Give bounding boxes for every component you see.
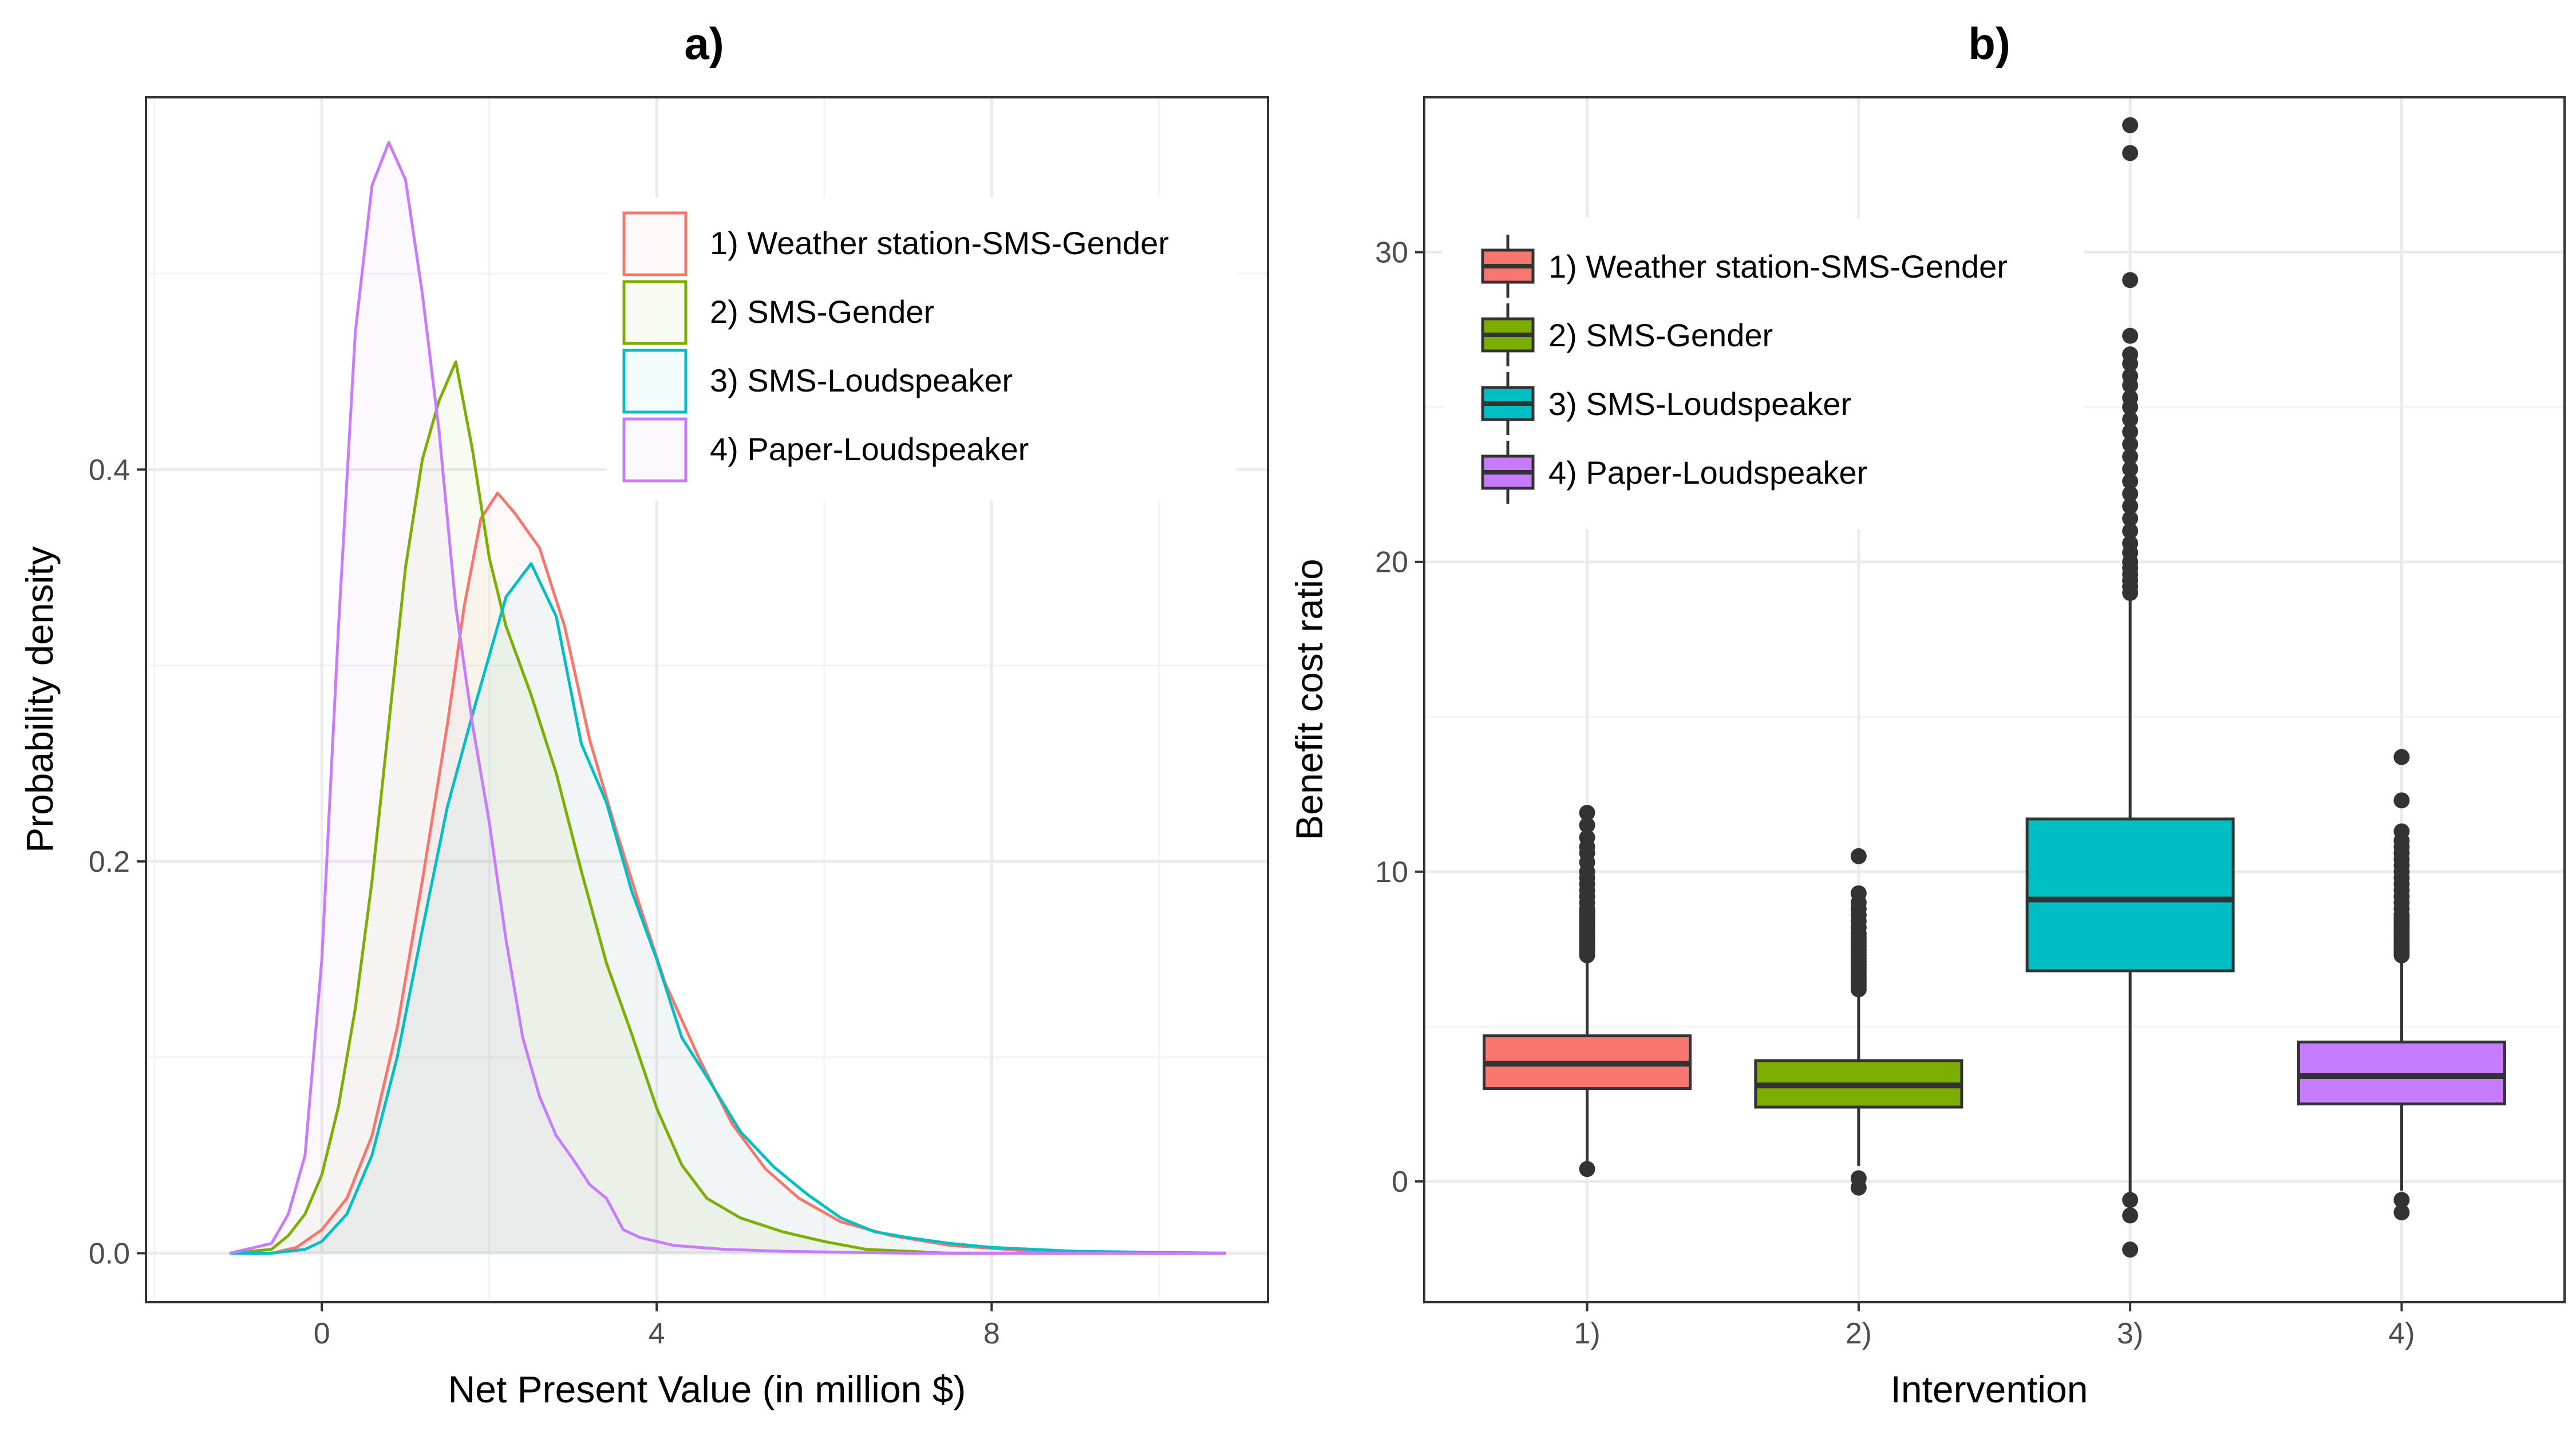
legend-label-1-weather-station-sms-gender: 1) Weather station-SMS-Gender [710,225,1169,261]
outlier-point [2393,749,2410,765]
outlier-point [1579,805,1595,821]
outlier-point [2122,523,2139,539]
panel-a-legend: 1) Weather station-SMS-Gender 2) SMS-Gend… [607,197,1236,501]
legend-key-3-sms-loudspeaker [622,349,688,414]
legend-label-2-sms-gender: 2) SMS-Gender [1548,317,1773,353]
boxplot-1-weather-station-sms-gender [1483,805,1692,1177]
panel-b-y-tick-label: 20 [1375,546,1408,579]
box-iqr [2025,817,2235,973]
outlier-point [2122,424,2139,440]
outlier-point [2122,411,2139,428]
outlier-point [2122,1207,2139,1224]
outlier-point [1850,885,1867,902]
density-area-1-weather-station-sms-gender [230,493,1226,1254]
outlier-point [2122,117,2139,133]
panel-a-axis-ticks: 0 4 8 0.0 0.2 0.4 [89,453,1000,1350]
outlier-point [1579,829,1595,846]
outlier-point [2393,1192,2410,1208]
legend-key-4-paper-loudspeaker [622,417,688,483]
panel-a-plot-border [145,96,1269,1303]
panel-b-y-tick-label: 0 [1392,1165,1408,1199]
panel-b-title: b) [1968,18,2010,69]
outlier-point [2122,448,2139,465]
outlier-point [2122,485,2139,502]
outlier-point [2122,1242,2139,1258]
legend-label-3-sms-loudspeaker: 3) SMS-Loudspeaker [710,362,1013,398]
panel-b-boxes [1483,117,2506,1258]
density-line-3-sms-loudspeaker [230,562,1226,1255]
panel-b-x-tick-label: 3) [2117,1317,2143,1350]
panel-b-plot-border [1423,96,2566,1303]
boxplot-2-sms-gender [1754,848,1963,1196]
density-area-3-sms-loudspeaker [230,563,1226,1254]
panel-a-x-tick-label: 4 [649,1317,665,1350]
panel-a-y-tick-label: 0.0 [89,1237,130,1270]
box-iqr [2297,1040,2506,1106]
boxplot-3-sms-loudspeaker [2025,117,2235,1258]
outlier-point [2122,272,2139,288]
panel-a-x-tick-label: 0 [314,1317,330,1350]
outlier-point [1850,1179,1867,1196]
outlier-point [2122,327,2139,344]
outlier-point [2122,436,2139,453]
panel-a-title: a) [684,18,724,69]
outlier-point [2122,498,2139,515]
outlier-point [2393,792,2410,809]
panel-b-y-tick-label: 30 [1375,236,1408,270]
legend-label-1-weather-station-sms-gender: 1) Weather station-SMS-Gender [1548,248,2008,284]
outlier-point [2122,535,2139,552]
panel-a-legend-background [607,197,1236,501]
outlier-point [2122,346,2139,363]
panel-a-y-tick-label: 0.4 [89,453,130,487]
legend-label-4-paper-loudspeaker: 4) Paper-Loudspeaker [710,431,1029,467]
panel-b-x-tick-label: 4) [2388,1317,2415,1350]
outlier-point [2122,145,2139,161]
outlier-point [2122,1192,2139,1208]
panel-a-y-axis-label: Probability density [18,546,61,853]
outlier-point [2393,823,2410,840]
outlier-point [2122,368,2139,385]
panel-b-x-tick-label: 1) [1574,1317,1600,1350]
panel-a-x-tick-label: 8 [983,1317,1000,1350]
panel-b-x-axis-label: Intervention [1891,1368,2088,1410]
panel-a-density-curves [229,141,1226,1255]
panel-b-legend-box [1443,218,2084,529]
outlier-point [1579,1161,1595,1177]
legend-key-1-weather-station-sms-gender [622,211,688,276]
panel-b-x-tick-label: 2) [1846,1317,1872,1350]
panel-b-axis-ticks: 1) 2) 3) 4) 0 10 20 30 [1375,236,2415,1350]
panel-b-boxplot-chart: b) 1) 2) 3) 4) 0 10 20 30 Intervention Benefit … [1288,18,2566,1410]
panel-b-y-tick-label: 10 [1375,856,1408,889]
legend-label-4-paper-loudspeaker: 4) Paper-Loudspeaker [1548,454,1867,491]
panel-b-legend-background [1443,218,2084,529]
outlier-point [2122,473,2139,490]
panel-a-y-tick-label: 0.2 [89,845,130,879]
boxplot-4-paper-loudspeaker [2297,749,2506,1221]
outlier-point [2122,510,2139,527]
panel-b-y-axis-label: Benefit cost ratio [1288,559,1330,840]
density-area-2-sms-gender [230,362,1226,1254]
outlier-point [1850,848,1867,864]
panel-a-x-axis-label: Net Present Value (in million $) [448,1368,966,1410]
panel-b-legend: 1) Weather station-SMS-Gender 2) SMS-Gend… [1481,235,2008,504]
legend-label-3-sms-loudspeaker: 3) SMS-Loudspeaker [1548,386,1851,422]
outlier-point [2393,1204,2410,1221]
density-line-4-paper-loudspeaker [229,141,1226,1255]
outlier-point [2122,389,2139,406]
density-line-2-sms-gender [230,360,1226,1255]
legend-label-2-sms-gender: 2) SMS-Gender [710,294,934,330]
outlier-point [1579,817,1595,833]
panel-a-density-chart: a) 0 4 8 0.0 0.2 0.4 Net Present Value (in mi… [18,18,1269,1410]
legend-key-2-sms-gender [622,280,688,345]
density-area-4-paper-loudspeaker [230,142,1226,1254]
outlier-point [2122,461,2139,477]
density-line-1-weather-station-sms-gender [230,491,1226,1255]
